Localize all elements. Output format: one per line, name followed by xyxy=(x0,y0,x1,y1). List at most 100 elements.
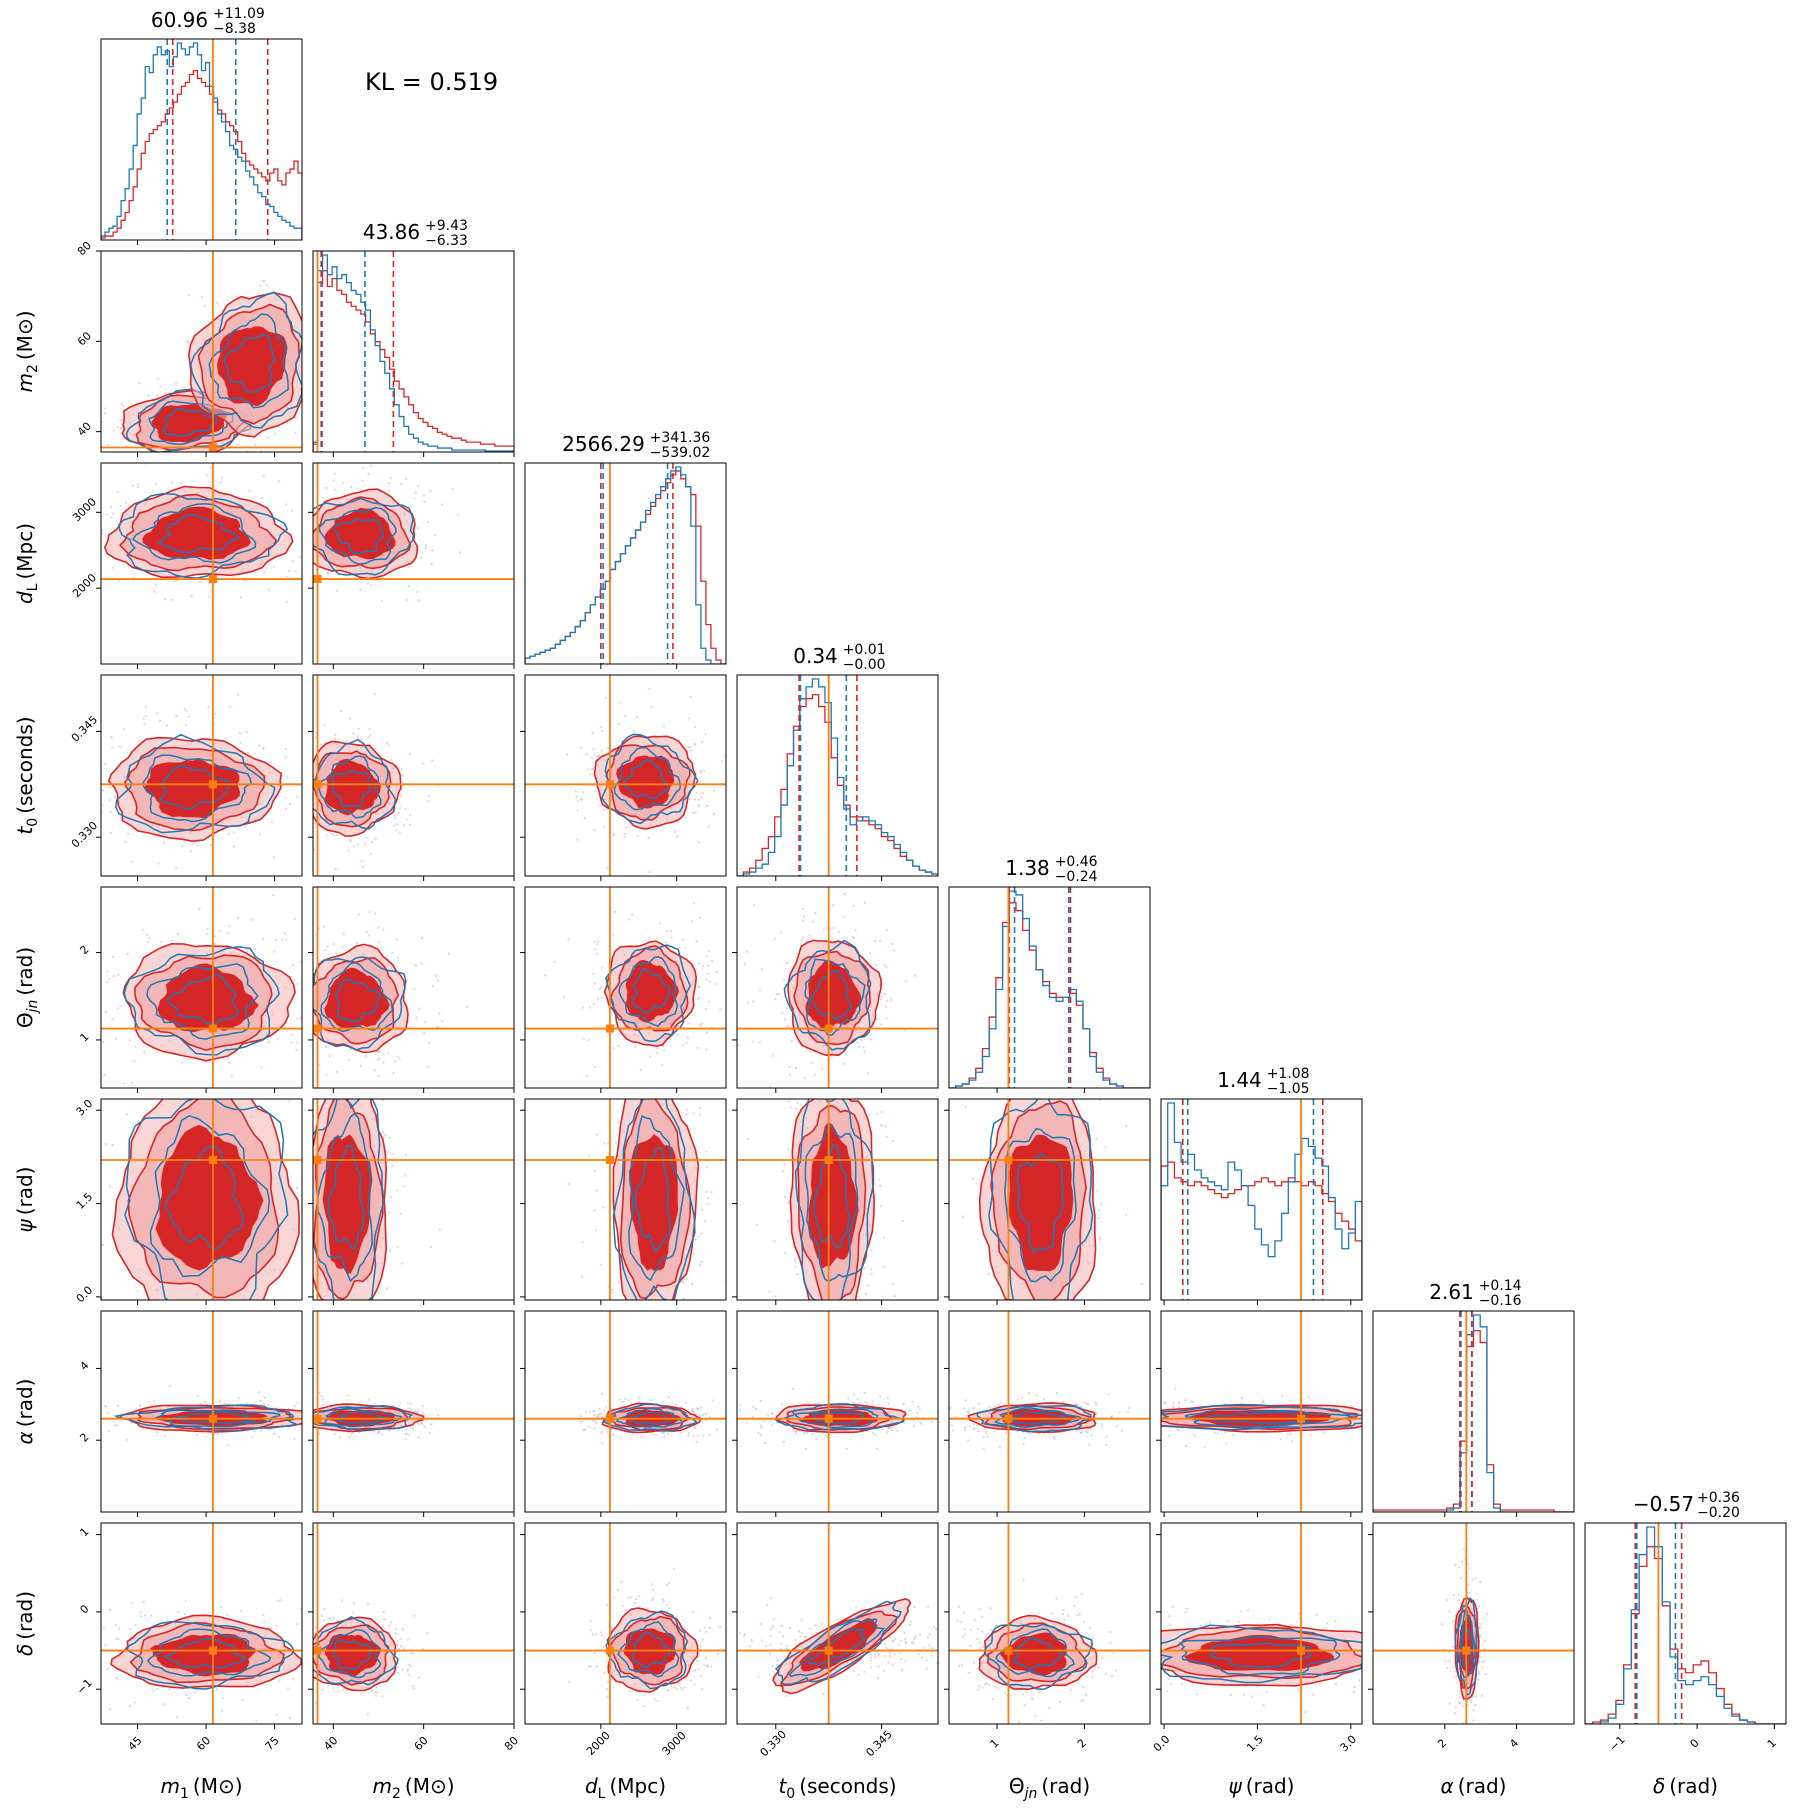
truth-marker xyxy=(208,1414,217,1423)
scatter-point xyxy=(416,527,420,530)
scatter-point xyxy=(617,723,620,726)
scatter-point xyxy=(373,1069,377,1072)
scatter-point xyxy=(117,973,120,976)
pair-panel-m1-alpha xyxy=(98,1310,311,1513)
scatter-point xyxy=(707,964,710,967)
scatter-point xyxy=(603,1416,606,1419)
scatter-point xyxy=(216,302,219,305)
scatter-point xyxy=(370,1330,372,1332)
scatter-point xyxy=(436,979,439,982)
scatter-point xyxy=(243,1062,245,1064)
scatter-point xyxy=(962,1091,964,1093)
scatter-point xyxy=(248,489,251,492)
scatter-point xyxy=(705,1165,708,1168)
scatter-point xyxy=(85,1080,87,1082)
scatter-point xyxy=(109,811,112,814)
scatter-point xyxy=(447,952,450,955)
scatter-point xyxy=(313,848,316,851)
panel-frame xyxy=(524,886,727,1089)
scatter-point xyxy=(348,1435,351,1438)
scatter-point xyxy=(349,717,352,720)
scatter-point xyxy=(745,950,749,953)
scatter-point xyxy=(367,736,370,739)
scatter-point xyxy=(877,1017,880,1021)
scatter-point xyxy=(826,1089,828,1091)
scatter-point xyxy=(307,469,309,471)
scatter-point xyxy=(602,1206,605,1209)
scatter-point xyxy=(1061,1075,1063,1077)
scatter-point xyxy=(849,1075,851,1077)
scatter-point xyxy=(101,804,104,807)
scatter-point xyxy=(863,1378,865,1380)
stat-minus: −539.02 xyxy=(650,445,711,461)
scatter-point xyxy=(592,747,595,750)
scatter-point xyxy=(648,687,651,690)
scatter-point xyxy=(98,1419,100,1421)
scatter-point xyxy=(405,1428,408,1431)
scatter-point xyxy=(646,1079,648,1081)
scatter-point xyxy=(790,1106,793,1109)
scatter-point xyxy=(52,512,54,514)
scatter-point xyxy=(676,821,679,824)
scatter-point xyxy=(451,487,454,490)
scatter-point xyxy=(366,582,369,585)
scatter-point xyxy=(157,862,160,865)
scatter-point xyxy=(624,715,627,718)
scatter-point xyxy=(700,1232,703,1235)
scatter-point xyxy=(207,705,210,709)
scatter-point xyxy=(310,1421,312,1423)
scatter-point xyxy=(342,1355,344,1357)
scatter-point xyxy=(261,746,265,750)
scatter-point xyxy=(883,993,886,996)
scatter-point xyxy=(974,1059,976,1061)
scatter-point xyxy=(1048,1313,1050,1315)
scatter-point xyxy=(416,1411,420,1414)
panel-frame xyxy=(100,674,303,877)
scatter-point xyxy=(101,532,104,535)
scatter-point xyxy=(343,1318,345,1320)
scatter-point xyxy=(88,814,90,816)
scatter-point xyxy=(124,840,127,843)
panel-frame xyxy=(948,1098,1151,1301)
scatter-point xyxy=(190,594,193,598)
scatter-point xyxy=(544,974,547,977)
scatter-point xyxy=(698,1264,702,1267)
scatter-point xyxy=(366,1359,368,1361)
scatter-point xyxy=(417,1423,421,1426)
scatter-point xyxy=(751,1000,755,1003)
scatter-point xyxy=(325,486,328,489)
scatter-point xyxy=(254,947,257,951)
scatter-point xyxy=(565,753,569,756)
contour-a xyxy=(161,408,219,437)
scatter-point xyxy=(340,1307,342,1309)
scatter-point xyxy=(409,1402,413,1405)
scatter-point xyxy=(308,994,310,996)
scatter-point xyxy=(154,583,157,586)
scatter-point xyxy=(380,599,383,603)
scatter-point xyxy=(576,809,579,812)
scatter-point xyxy=(286,966,288,968)
scatter-point xyxy=(195,1433,199,1437)
scatter-point xyxy=(160,1320,162,1322)
scatter-point xyxy=(93,1044,95,1046)
scatter-point xyxy=(187,341,190,344)
diag-panel-theta_jn: 1.38 +0.46−0.24 xyxy=(948,854,1151,1089)
scatter-point xyxy=(92,1174,94,1176)
scatter-point xyxy=(1125,1213,1128,1216)
scatter-point xyxy=(86,986,88,988)
scatter-point xyxy=(650,705,653,708)
scatter-point xyxy=(708,1415,712,1419)
scatter-point xyxy=(795,952,798,955)
scatter-point xyxy=(617,1044,620,1047)
scatter-point xyxy=(309,1416,311,1418)
scatter-point xyxy=(299,1095,301,1097)
scatter-point xyxy=(390,758,393,761)
scatter-point xyxy=(995,1301,997,1303)
scatter-point xyxy=(124,502,128,505)
scatter-point xyxy=(613,884,615,886)
scatter-point xyxy=(305,739,307,741)
scatter-point xyxy=(685,1042,688,1045)
kl-annotation: KL = 0.519 xyxy=(365,68,498,96)
scatter-point xyxy=(825,1303,827,1305)
scatter-point xyxy=(696,1046,699,1049)
